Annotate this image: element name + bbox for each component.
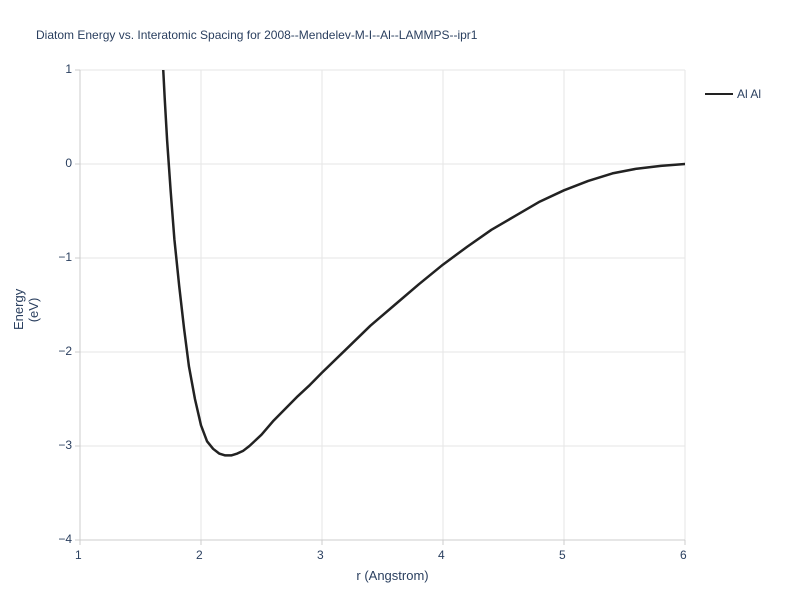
x-tick: 3 (317, 548, 324, 562)
series-line (162, 51, 685, 455)
y-tick: −1 (58, 250, 72, 264)
y-tick: −4 (58, 532, 72, 546)
x-axis-label: r (Angstrom) (343, 568, 443, 583)
y-tick: −2 (58, 344, 72, 358)
x-tick: 5 (559, 548, 566, 562)
x-tick: 1 (75, 548, 82, 562)
legend-label: Al Al (737, 87, 761, 101)
y-axis-label: Energy (eV) (11, 290, 41, 330)
chart-plot (0, 0, 800, 600)
x-tick: 6 (680, 548, 687, 562)
y-tick: 1 (65, 62, 72, 76)
legend-swatch (705, 93, 733, 95)
x-tick: 2 (196, 548, 203, 562)
chart-legend: Al Al (705, 85, 761, 103)
x-tick: 4 (438, 548, 445, 562)
legend-item[interactable]: Al Al (705, 85, 761, 103)
y-tick: −3 (58, 438, 72, 452)
y-tick: 0 (65, 156, 72, 170)
